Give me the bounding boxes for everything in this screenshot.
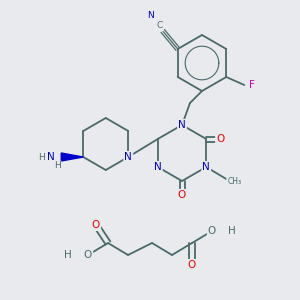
Text: O: O <box>208 226 216 236</box>
Polygon shape <box>61 153 83 161</box>
Text: CH₃: CH₃ <box>227 176 241 185</box>
Text: N: N <box>178 120 186 130</box>
Text: N: N <box>154 162 162 172</box>
Text: N: N <box>147 11 154 20</box>
Text: O: O <box>216 134 224 144</box>
Text: N: N <box>202 162 210 172</box>
Text: C: C <box>157 22 163 31</box>
Text: N: N <box>124 152 132 162</box>
Text: H: H <box>228 226 236 236</box>
Text: O: O <box>84 250 92 260</box>
Text: H: H <box>38 152 45 161</box>
Text: H: H <box>64 250 72 260</box>
Text: N: N <box>47 152 55 162</box>
Text: O: O <box>178 190 186 200</box>
Text: O: O <box>188 260 196 270</box>
Text: F: F <box>249 80 255 90</box>
Text: O: O <box>92 220 100 230</box>
Text: H: H <box>54 161 61 170</box>
